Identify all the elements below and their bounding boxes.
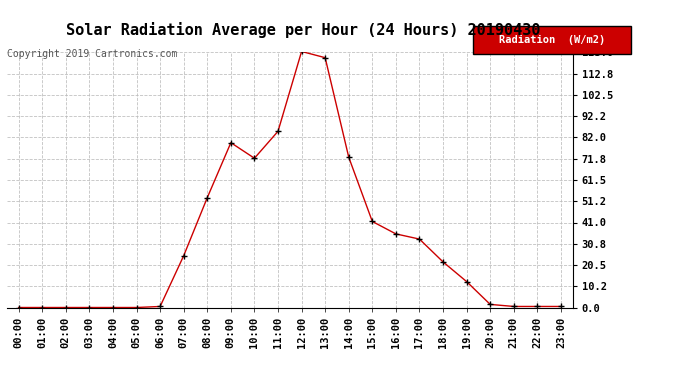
Text: Radiation  (W/m2): Radiation (W/m2) [499, 35, 605, 45]
Text: Solar Radiation Average per Hour (24 Hours) 20190430: Solar Radiation Average per Hour (24 Hou… [66, 22, 541, 39]
Text: Copyright 2019 Cartronics.com: Copyright 2019 Cartronics.com [7, 49, 177, 59]
